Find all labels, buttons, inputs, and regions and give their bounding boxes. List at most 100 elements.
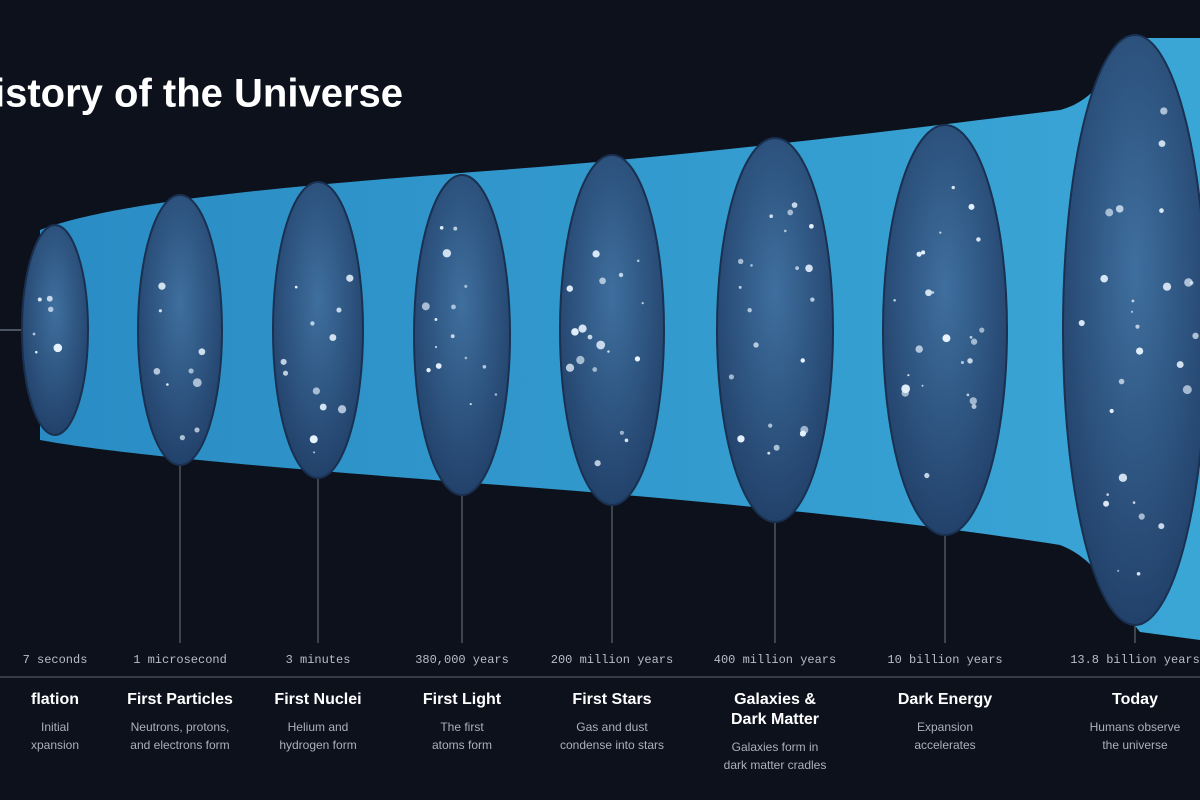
stage-name: Dark Energy bbox=[898, 691, 992, 708]
star bbox=[592, 367, 598, 372]
star bbox=[442, 249, 452, 258]
star bbox=[310, 321, 315, 326]
stage-description: Galaxies form in bbox=[732, 740, 819, 754]
star bbox=[942, 334, 951, 343]
star bbox=[1136, 571, 1141, 576]
stage-description: Neutrons, protons, bbox=[131, 720, 230, 734]
star bbox=[924, 472, 930, 479]
star bbox=[636, 259, 640, 263]
stage-time: 13.8 billion years bbox=[1070, 653, 1200, 667]
star bbox=[1109, 408, 1114, 414]
star bbox=[46, 295, 53, 302]
star bbox=[313, 451, 316, 454]
star bbox=[969, 397, 977, 405]
stage-description: condense into stars bbox=[560, 738, 664, 752]
star bbox=[1138, 513, 1145, 520]
star bbox=[951, 185, 955, 190]
star bbox=[939, 231, 942, 234]
star bbox=[773, 444, 780, 451]
star bbox=[624, 438, 629, 443]
star bbox=[1184, 278, 1193, 287]
star bbox=[35, 350, 38, 354]
star bbox=[960, 360, 964, 364]
star bbox=[280, 358, 287, 365]
star bbox=[1189, 281, 1194, 285]
star bbox=[312, 387, 320, 395]
star bbox=[1158, 140, 1166, 148]
stage-description: Gas and dust bbox=[576, 720, 648, 734]
star bbox=[747, 308, 752, 313]
star bbox=[901, 389, 909, 397]
stage-description: the universe bbox=[1102, 738, 1168, 752]
star bbox=[1158, 523, 1165, 530]
stage-name: First Nuclei bbox=[274, 691, 361, 708]
star bbox=[426, 367, 431, 373]
star bbox=[453, 226, 458, 231]
star bbox=[607, 350, 610, 353]
star bbox=[753, 342, 759, 348]
star bbox=[768, 423, 773, 428]
star bbox=[1115, 205, 1124, 213]
star bbox=[294, 285, 298, 289]
star bbox=[799, 430, 806, 437]
star bbox=[464, 284, 468, 288]
star bbox=[738, 285, 742, 289]
star bbox=[783, 229, 787, 233]
star bbox=[309, 435, 318, 444]
star bbox=[596, 340, 606, 350]
epoch-window bbox=[882, 124, 1008, 536]
star bbox=[179, 434, 186, 441]
star bbox=[319, 403, 327, 411]
star bbox=[1176, 361, 1184, 369]
star bbox=[969, 335, 973, 339]
star bbox=[592, 250, 600, 258]
stage-name: First Light bbox=[423, 691, 502, 708]
stage-description: Expansion bbox=[917, 720, 973, 734]
stage-description: xpansion bbox=[31, 738, 79, 752]
stage-description: dark matter cradles bbox=[724, 758, 827, 772]
star bbox=[336, 307, 342, 313]
star bbox=[1105, 208, 1114, 217]
star bbox=[451, 304, 456, 310]
star bbox=[979, 327, 985, 333]
epoch-window bbox=[137, 194, 223, 466]
star bbox=[970, 338, 978, 345]
star bbox=[594, 460, 601, 467]
star bbox=[787, 209, 794, 216]
star bbox=[893, 298, 896, 302]
star bbox=[931, 291, 935, 294]
epoch-window bbox=[716, 137, 834, 523]
star bbox=[421, 302, 430, 311]
stage-name: First Stars bbox=[572, 691, 651, 708]
star bbox=[976, 237, 981, 242]
star bbox=[634, 356, 641, 362]
star bbox=[464, 356, 468, 360]
star bbox=[618, 272, 624, 278]
stage-name: Galaxies & bbox=[734, 691, 816, 708]
star bbox=[805, 264, 813, 273]
stage-time: 200 million years bbox=[551, 653, 673, 667]
stages: 7 seconds flation Initial xpansion 1 microse… bbox=[21, 34, 1200, 772]
star bbox=[587, 334, 593, 340]
star bbox=[599, 277, 606, 285]
star bbox=[737, 258, 744, 265]
star bbox=[566, 285, 573, 292]
star bbox=[346, 274, 354, 282]
stage-time: 400 million years bbox=[714, 653, 836, 667]
star bbox=[728, 374, 734, 380]
star bbox=[469, 402, 472, 406]
star bbox=[571, 328, 579, 336]
star bbox=[1103, 500, 1110, 507]
star bbox=[916, 251, 922, 257]
star bbox=[1106, 493, 1109, 496]
star bbox=[482, 364, 487, 369]
star bbox=[32, 332, 36, 336]
stage-time: 380,000 years bbox=[415, 653, 509, 667]
star bbox=[1100, 274, 1109, 283]
star bbox=[329, 334, 337, 342]
star bbox=[1159, 208, 1164, 213]
title: istory of the Universe bbox=[0, 72, 403, 116]
stage-description: and electrons form bbox=[130, 738, 229, 752]
star bbox=[435, 363, 442, 369]
star bbox=[1117, 569, 1120, 572]
